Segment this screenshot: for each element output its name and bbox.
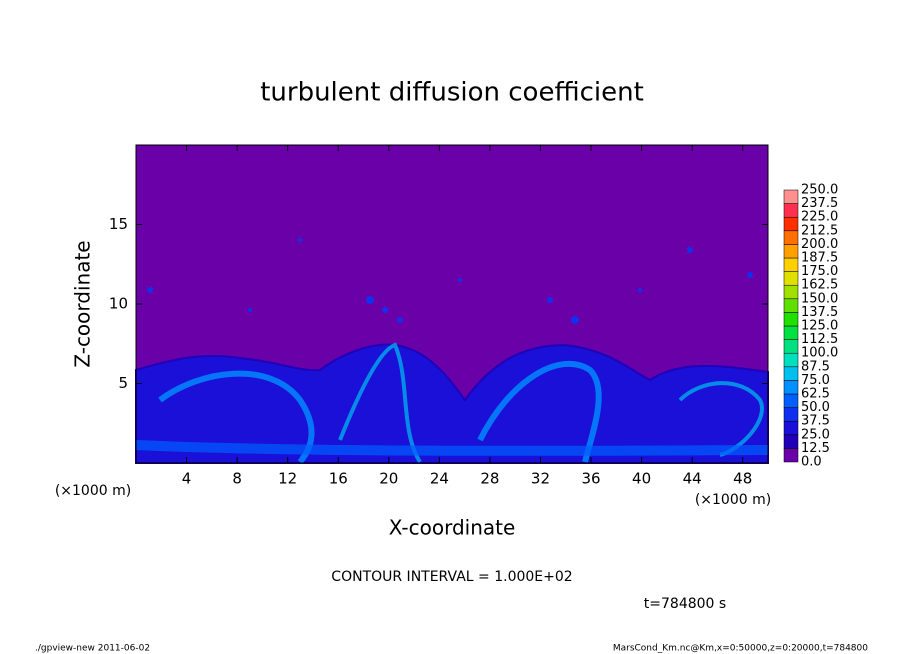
y-axis-label: Z-coordinate <box>71 240 95 367</box>
colorbar-label: 125.0 <box>801 319 838 334</box>
colorbar-label: 175.0 <box>801 264 838 279</box>
colorbar-box <box>783 244 799 259</box>
colorbar-label: 25.0 <box>801 427 830 442</box>
field-swirl <box>135 440 769 456</box>
field-swirl <box>678 381 764 457</box>
x-tick-label: 4 <box>182 470 192 488</box>
x-axis-label: X-coordinate <box>389 516 516 540</box>
x-tick-label: 16 <box>329 470 348 488</box>
x-tick-label: 8 <box>232 470 242 488</box>
field-region <box>135 343 769 464</box>
colorbar-label: 12.5 <box>801 441 830 456</box>
colorbar-label: 50.0 <box>801 400 830 415</box>
colorbar-label: 200.0 <box>801 237 838 252</box>
colorbar-label: 37.5 <box>801 414 830 429</box>
x-tick-label: 28 <box>480 470 499 488</box>
colorbar-box <box>783 230 799 245</box>
colorbar-label: 162.5 <box>801 278 838 293</box>
colorbar-label: 150.0 <box>801 291 838 306</box>
colorbar-label: 0.0 <box>801 455 822 470</box>
colorbar-label: 237.5 <box>801 196 838 211</box>
colorbar-box <box>783 448 799 463</box>
x-tick-label: 48 <box>733 470 752 488</box>
colorbar-label: 187.5 <box>801 251 838 266</box>
colorbar-label: 212.5 <box>801 223 838 238</box>
colorbar-box <box>783 312 799 327</box>
field-speckles <box>147 238 753 324</box>
x-tick-label: 20 <box>379 470 398 488</box>
x-tick-label: 24 <box>430 470 449 488</box>
colorbar-label: 112.5 <box>801 332 838 347</box>
colorbar-label: 62.5 <box>801 387 830 402</box>
colorbar-box <box>783 257 799 272</box>
colorbar-label: 137.5 <box>801 305 838 320</box>
colorbar-box <box>783 216 799 232</box>
x-unit: (×1000 m) <box>695 492 771 508</box>
colorbar-label: 100.0 <box>801 346 838 361</box>
colorbar-label: 75.0 <box>801 373 830 388</box>
x-tick-label: 12 <box>278 470 297 488</box>
colorbar-box <box>783 325 799 340</box>
x-tick-label: 36 <box>581 470 600 488</box>
colorbar-box <box>783 339 799 354</box>
time-label: t=784800 s <box>644 596 726 612</box>
colorbar-label: 225.0 <box>801 210 838 225</box>
colorbar-box <box>783 434 799 449</box>
footer-right: MarsCond_Km.nc@Km,x=0:50000,z=0:20000,t=… <box>613 644 868 654</box>
y-unit: (×1000 m) <box>55 483 131 499</box>
x-tick-label: 40 <box>632 470 651 488</box>
x-tick-label: 32 <box>531 470 550 488</box>
y-tick-label: 10 <box>109 295 128 313</box>
x-tick-label: 44 <box>683 470 702 488</box>
colorbar-box <box>783 407 799 422</box>
colorbar-box <box>783 366 799 381</box>
colorbar-box <box>783 393 799 408</box>
field-swirl <box>338 342 422 464</box>
y-tick-label: 15 <box>109 215 128 233</box>
chart-title: turbulent diffusion coefficient <box>260 78 644 108</box>
colorbar-box <box>783 284 799 300</box>
colorbar-box <box>783 189 799 204</box>
contour-interval: CONTOUR INTERVAL = 1.000E+02 <box>331 569 572 585</box>
colorbar-label: 87.5 <box>801 359 830 374</box>
field <box>135 145 769 464</box>
colorbar-label: 250.0 <box>801 183 838 198</box>
colorbar-box <box>783 298 799 313</box>
field-swirl <box>158 370 315 464</box>
y-tick-label: 5 <box>118 374 128 392</box>
field-swirl <box>477 360 602 463</box>
colorbar-box <box>783 352 799 368</box>
colorbar-box <box>783 380 799 395</box>
footer-left: ./gpview-new 2011-06-02 <box>35 644 150 654</box>
colorbar-box <box>783 420 799 436</box>
colorbar-box <box>783 203 799 218</box>
colorbar-box <box>783 271 799 286</box>
